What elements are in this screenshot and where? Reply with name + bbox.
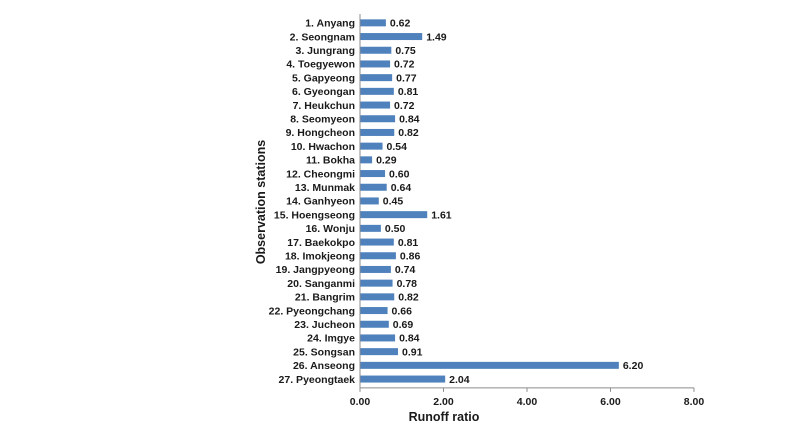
data-label: 0.62 xyxy=(390,18,411,30)
category-label: 24. Imgye xyxy=(307,333,355,345)
category-label: 23. Jucheon xyxy=(294,319,355,331)
bar xyxy=(360,60,391,68)
x-tick-label: 6.00 xyxy=(600,396,621,408)
bar xyxy=(360,238,394,246)
data-label: 0.66 xyxy=(392,305,413,317)
data-labels-layer: 0.621.490.750.720.770.810.720.840.820.54… xyxy=(376,18,643,386)
bar xyxy=(360,334,396,342)
bar xyxy=(360,46,392,54)
x-tick-label: 4.00 xyxy=(517,396,538,408)
data-label: 0.72 xyxy=(394,59,415,71)
category-label: 25. Songsan xyxy=(293,346,355,358)
category-label: 10. Hwachon xyxy=(291,141,355,153)
category-label: 13. Munmak xyxy=(295,182,355,194)
y-axis-title: Observation stations xyxy=(254,140,268,264)
data-label: 0.75 xyxy=(395,45,416,57)
bar xyxy=(360,361,619,369)
category-label: 22. Pyeongchang xyxy=(269,305,355,317)
category-label: 7. Heukchun xyxy=(293,100,355,112)
bar xyxy=(360,183,387,191)
data-label: 0.45 xyxy=(383,196,404,208)
bar xyxy=(360,19,386,27)
category-label: 27. Pyeongtaek xyxy=(279,374,356,386)
bar xyxy=(360,115,396,123)
category-label: 3. Jungrang xyxy=(295,45,355,57)
bar xyxy=(360,74,393,82)
category-label: 2. Seongnam xyxy=(290,31,355,43)
category-label: 11. Bokha xyxy=(306,155,355,167)
data-label: 0.74 xyxy=(395,264,416,276)
category-label: 14. Ganhyeon xyxy=(286,196,355,208)
data-label: 0.84 xyxy=(399,113,420,125)
data-label: 0.50 xyxy=(385,223,406,235)
bar xyxy=(360,211,428,219)
category-label: 8. Seomyeon xyxy=(290,113,355,125)
bar xyxy=(360,265,391,273)
bar xyxy=(360,307,388,315)
bar xyxy=(360,101,391,109)
bar xyxy=(360,142,383,150)
bar xyxy=(360,128,395,136)
bar xyxy=(360,197,379,205)
category-label: 21. Bangrim xyxy=(295,292,355,304)
data-label: 1.49 xyxy=(426,31,447,43)
data-label: 0.77 xyxy=(396,72,417,84)
category-label: 17. Baekokpo xyxy=(287,237,355,249)
category-label: 4. Toegyewon xyxy=(286,59,355,71)
category-label: 12. Cheongmi xyxy=(286,168,355,180)
bar xyxy=(360,252,396,260)
bar xyxy=(360,156,373,164)
data-label: 0.86 xyxy=(400,250,421,262)
data-label: 0.82 xyxy=(398,292,419,304)
x-ticks-layer: 0.00 2.00 4.00 6.00 8.00 xyxy=(350,387,705,408)
data-label: 0.82 xyxy=(398,127,419,139)
data-label: 0.72 xyxy=(394,100,415,112)
bar xyxy=(360,320,389,328)
x-tick-label: 8.00 xyxy=(684,396,705,408)
category-label: 5. Gapyeong xyxy=(292,72,355,84)
bar xyxy=(360,279,393,287)
x-tick-label: 0.00 xyxy=(350,396,371,408)
data-label: 2.04 xyxy=(449,374,470,386)
x-axis-title: Runoff ratio xyxy=(409,410,480,424)
bar xyxy=(360,348,398,356)
data-label: 6.20 xyxy=(623,360,644,372)
bar xyxy=(360,224,381,232)
category-label: 16. Wonju xyxy=(306,223,355,235)
data-label: 0.64 xyxy=(391,182,412,194)
category-label: 20. Sanganmi xyxy=(287,278,355,290)
category-label: 9. Hongcheon xyxy=(286,127,355,139)
data-label: 0.29 xyxy=(376,155,397,167)
bar xyxy=(360,293,395,301)
category-label: 19. Jangpyeong xyxy=(276,264,355,276)
category-label: 15. Hoengseong xyxy=(274,209,355,221)
data-label: 0.69 xyxy=(393,319,414,331)
category-label: 1. Anyang xyxy=(305,18,355,30)
bar xyxy=(360,33,423,41)
data-label: 0.78 xyxy=(397,278,418,290)
data-label: 0.60 xyxy=(389,168,410,180)
data-label: 1.61 xyxy=(431,209,452,221)
data-label: 0.91 xyxy=(402,346,423,358)
category-label: 6. Gyeongan xyxy=(292,86,355,98)
data-label: 0.84 xyxy=(399,333,420,345)
category-label: 26. Anseong xyxy=(293,360,355,372)
data-label: 0.81 xyxy=(398,86,419,98)
bar xyxy=(360,170,386,178)
category-label: 18. Imokjeong xyxy=(285,250,355,262)
data-label: 0.81 xyxy=(398,237,419,249)
data-label: 0.54 xyxy=(387,141,408,153)
x-tick-label: 2.00 xyxy=(433,396,454,408)
bars-layer xyxy=(360,19,619,383)
bar xyxy=(360,375,446,383)
bar xyxy=(360,87,394,95)
